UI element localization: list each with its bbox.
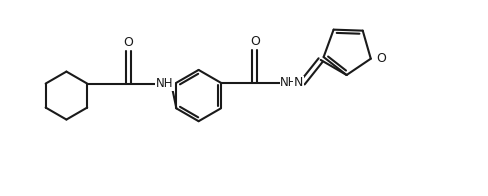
Text: N: N (294, 76, 304, 89)
Text: NH: NH (280, 76, 298, 89)
Text: O: O (123, 36, 134, 49)
Text: O: O (250, 35, 260, 48)
Text: NH: NH (156, 77, 173, 90)
Text: O: O (377, 52, 386, 65)
